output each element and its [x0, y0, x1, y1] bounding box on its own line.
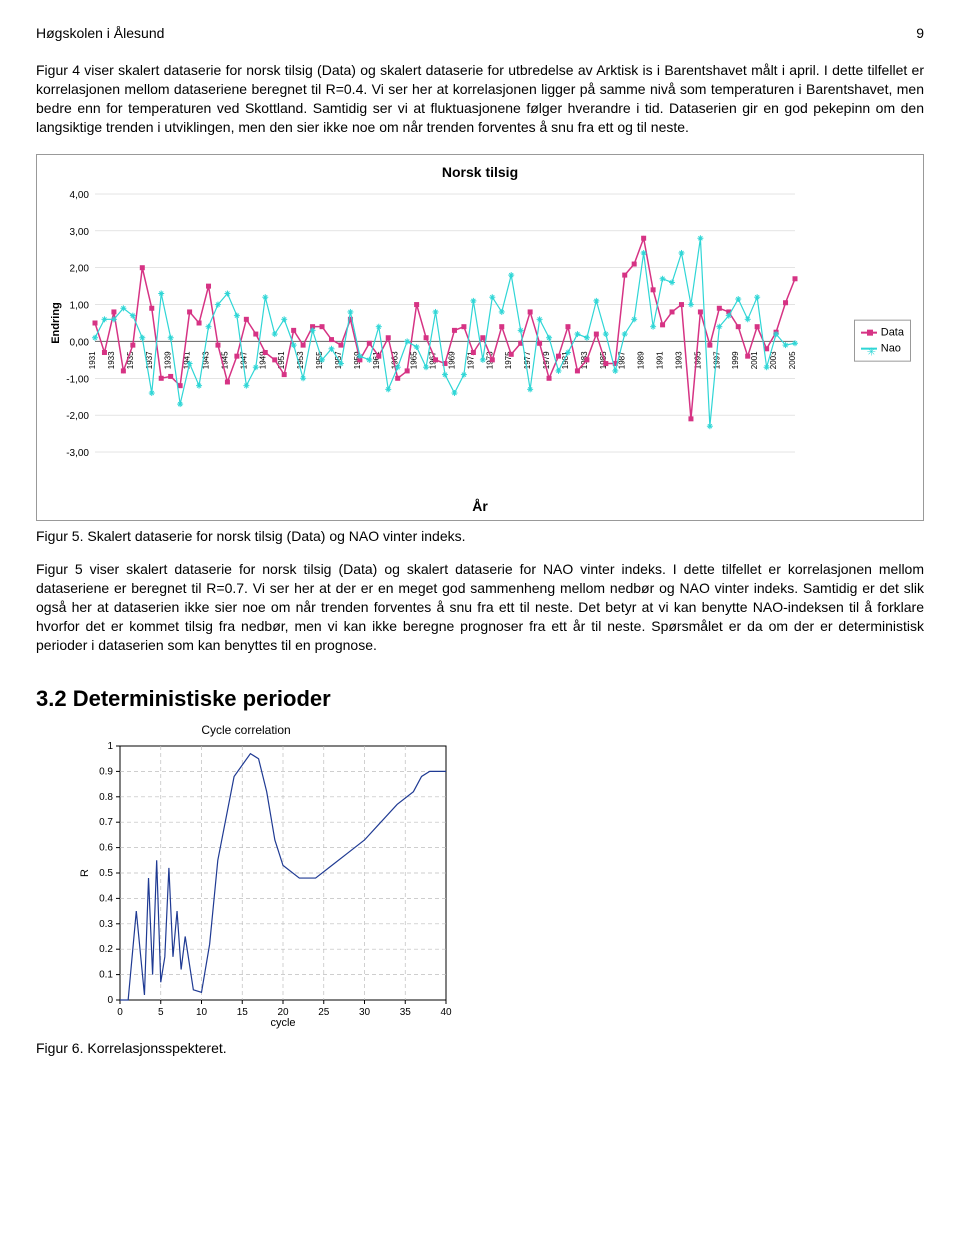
chart2-svg: 051015202530354000.10.20.30.40.50.60.70.…: [76, 740, 456, 1030]
svg-text:1939: 1939: [164, 351, 173, 369]
legend-data-label: Data: [881, 325, 904, 340]
paragraph-2: Figur 5 viser skalert dataserie for nors…: [36, 560, 924, 654]
svg-text:35: 35: [400, 1007, 412, 1018]
svg-text:0.7: 0.7: [99, 818, 113, 829]
svg-text:0.5: 0.5: [99, 868, 113, 879]
svg-text:0: 0: [107, 995, 113, 1006]
svg-text:1,00: 1,00: [70, 301, 90, 312]
svg-text:0.1: 0.1: [99, 970, 113, 981]
svg-text:3,00: 3,00: [70, 227, 90, 238]
svg-text:1993: 1993: [674, 351, 683, 369]
svg-text:Endring: Endring: [50, 303, 62, 345]
svg-text:0,00: 0,00: [70, 338, 90, 349]
svg-text:1991: 1991: [656, 351, 665, 369]
svg-text:5: 5: [158, 1007, 164, 1018]
svg-text:1933: 1933: [107, 351, 116, 369]
chart1-legend: Data ✳ Nao: [854, 319, 911, 362]
svg-text:-2,00: -2,00: [66, 411, 89, 422]
svg-text:0.2: 0.2: [99, 945, 113, 956]
svg-text:0.3: 0.3: [99, 919, 113, 930]
svg-text:1987: 1987: [618, 351, 627, 369]
chart-norsk-tilsig: Norsk tilsig 4,00 3,00 2,00 1,00 0,00 -1,00 -2…: [36, 154, 924, 521]
chart1-svg: 4,00 3,00 2,00 1,00 0,00 -1,00 -2,00 -3,00 Endri…: [45, 188, 865, 488]
header-left: Høgskolen i Ålesund: [36, 24, 164, 43]
legend-data: Data: [861, 325, 904, 340]
svg-text:1995: 1995: [693, 351, 702, 369]
svg-text:R: R: [79, 869, 91, 877]
chart1-title: Norsk tilsig: [45, 163, 915, 182]
svg-text:1969: 1969: [447, 351, 456, 369]
page-header: Høgskolen i Ålesund 9: [36, 24, 924, 43]
svg-text:25: 25: [318, 1007, 330, 1018]
svg-text:0.4: 0.4: [99, 894, 113, 905]
legend-nao: ✳ Nao: [861, 341, 904, 356]
figure5-caption: Figur 5. Skalert dataserie for norsk til…: [36, 527, 924, 546]
svg-text:2,00: 2,00: [70, 264, 90, 275]
chart2-title: Cycle correlation: [76, 722, 416, 738]
svg-text:30: 30: [359, 1007, 371, 1018]
svg-text:4,00: 4,00: [70, 190, 90, 201]
svg-text:15: 15: [237, 1007, 249, 1018]
chart-cycle-correlation: Cycle correlation 051015202530354000.10.…: [76, 722, 924, 1035]
svg-text:-3,00: -3,00: [66, 448, 89, 459]
section-heading: 3.2 Deterministiske perioder: [36, 684, 924, 714]
svg-text:0.9: 0.9: [99, 767, 113, 778]
chart1-xlabel: År: [45, 497, 915, 516]
svg-text:2005: 2005: [788, 351, 797, 369]
svg-text:10: 10: [196, 1007, 208, 1018]
svg-text:1965: 1965: [410, 351, 419, 369]
svg-text:1931: 1931: [88, 351, 97, 369]
svg-text:0.6: 0.6: [99, 843, 113, 854]
svg-text:0.8: 0.8: [99, 792, 113, 803]
svg-text:-1,00: -1,00: [66, 375, 89, 386]
figure6-caption: Figur 6. Korrelasjonsspekteret.: [36, 1039, 924, 1058]
svg-text:1989: 1989: [637, 351, 646, 369]
legend-nao-label: Nao: [881, 341, 901, 356]
svg-text:2001: 2001: [750, 351, 759, 369]
svg-text:0: 0: [117, 1007, 123, 1018]
page-number: 9: [916, 24, 924, 43]
svg-text:40: 40: [440, 1007, 452, 1018]
svg-text:cycle: cycle: [270, 1017, 295, 1029]
paragraph-1: Figur 4 viser skalert dataserie for nors…: [36, 61, 924, 137]
svg-text:1: 1: [107, 741, 113, 752]
svg-text:1999: 1999: [731, 351, 740, 369]
